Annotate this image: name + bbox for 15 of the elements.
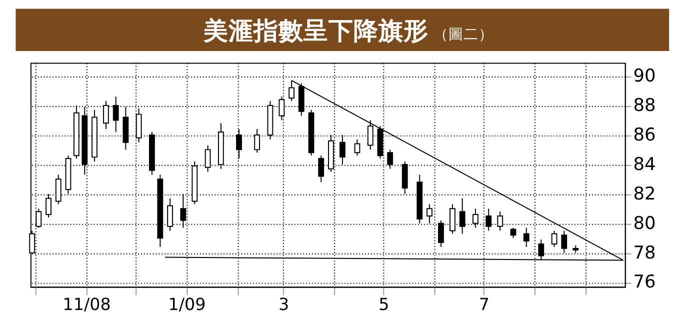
- x-tick-label: 1/09: [168, 294, 206, 314]
- x-tick-label: 5: [378, 294, 390, 314]
- y-tick-label: 82: [633, 184, 656, 204]
- y-tick-label: 90: [633, 66, 656, 86]
- y-tick-label: 84: [633, 154, 656, 175]
- y-tick-label: 86: [633, 125, 656, 146]
- chart-subtitle: （圖二）: [433, 26, 494, 44]
- x-tick-label: 11/08: [62, 294, 111, 314]
- y-tick-label: 88: [633, 96, 656, 116]
- x-tick-label: 3: [278, 294, 290, 314]
- y-tick-label: 80: [633, 214, 656, 234]
- chart-title: 美滙指數呈下降旗形: [202, 16, 428, 46]
- y-tick-label: 78: [633, 243, 656, 264]
- x-tick-label: 7: [478, 294, 490, 314]
- y-tick-label: 76: [633, 272, 656, 293]
